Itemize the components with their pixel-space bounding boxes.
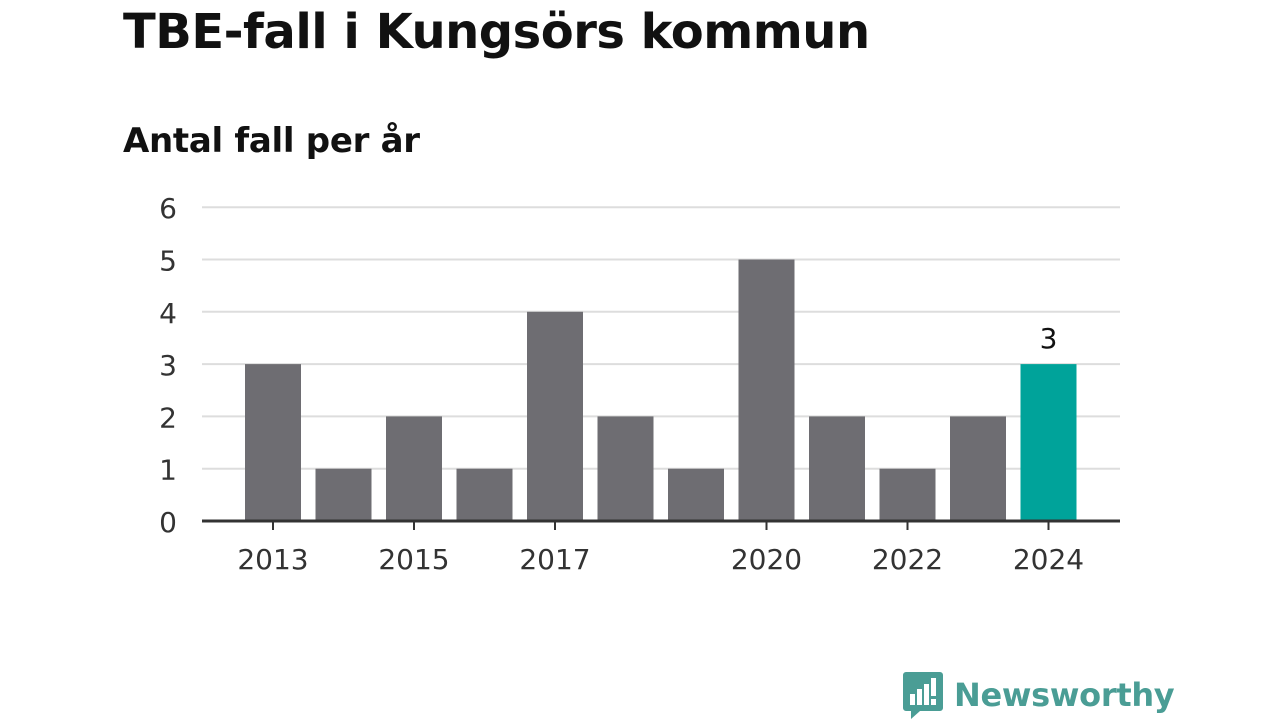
- y-tick-label: 3: [159, 349, 177, 382]
- x-tick-label: 2024: [1013, 543, 1084, 576]
- newsworthy-logo-icon: [903, 672, 943, 719]
- y-tick-label: 5: [159, 245, 177, 278]
- brand-name: Newsworthy: [954, 676, 1175, 714]
- bar: [597, 416, 654, 521]
- y-tick-label: 0: [159, 506, 177, 539]
- bar: [879, 468, 936, 521]
- bar: [1020, 364, 1077, 521]
- brand-logo: Newsworthy: [902, 670, 1175, 720]
- y-tick-label: 1: [159, 454, 177, 487]
- y-tick-label: 4: [159, 297, 177, 330]
- x-tick-label: 2015: [378, 543, 449, 576]
- bar: [315, 468, 372, 521]
- y-tick-label: 6: [159, 192, 177, 225]
- y-tick-label: 2: [159, 401, 177, 434]
- x-tick-label: 2017: [519, 543, 590, 576]
- bar: [456, 468, 513, 521]
- data-label: 3: [1040, 322, 1058, 355]
- x-tick-label: 2020: [731, 543, 802, 576]
- bar: [527, 311, 583, 521]
- bar: [809, 416, 865, 521]
- bar: [950, 416, 1006, 521]
- bar: [245, 364, 301, 521]
- chart-title: TBE-fall i Kungsörs kommun: [123, 4, 870, 60]
- bar: [386, 416, 442, 521]
- x-tick-label: 2022: [872, 543, 943, 576]
- x-tick-label: 2013: [237, 543, 308, 576]
- chart-subtitle: Antal fall per år: [123, 121, 420, 161]
- bar: [668, 468, 724, 521]
- bar: [738, 259, 795, 521]
